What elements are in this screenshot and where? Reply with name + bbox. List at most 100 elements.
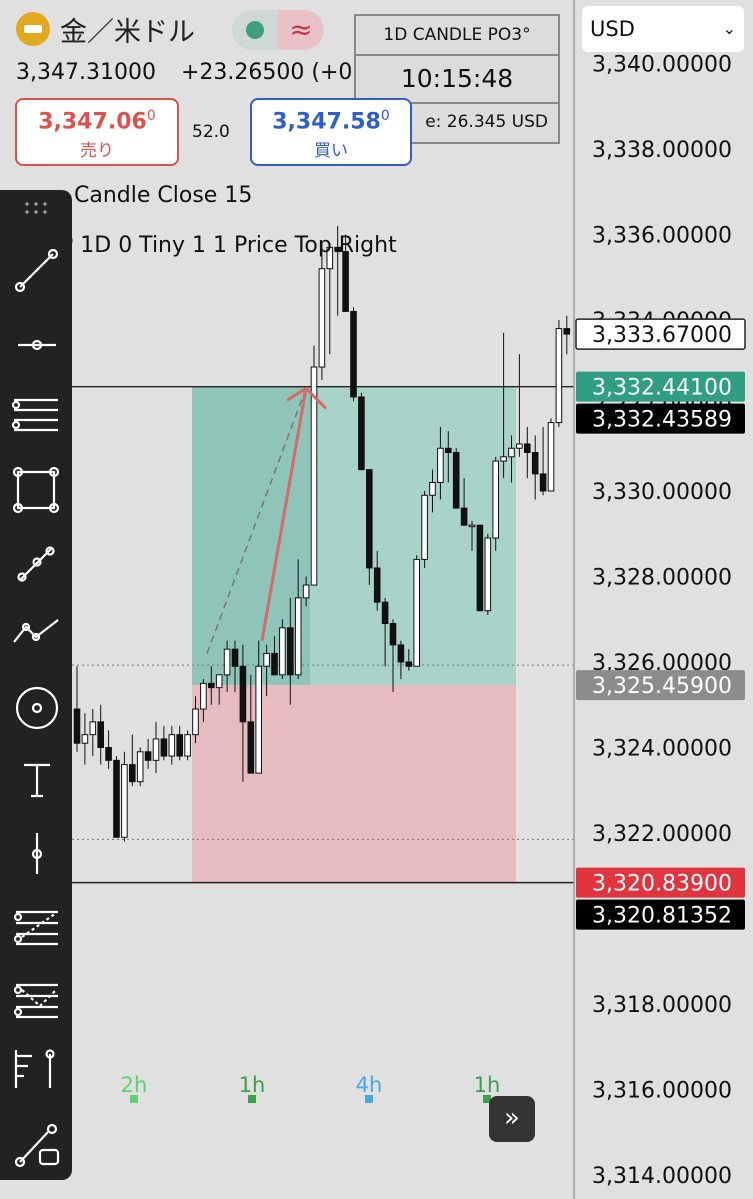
price-tick-label: 3,324.00000 xyxy=(592,737,732,762)
indicator-name[interactable]: Candle Close 15 xyxy=(74,183,253,208)
circle-tool-icon[interactable] xyxy=(15,686,59,730)
time-marker-label: 4h xyxy=(356,1073,383,1097)
candle-body xyxy=(215,674,223,689)
candle-body xyxy=(208,682,215,689)
sell-price-sup: 0 xyxy=(146,108,156,124)
sell-button[interactable]: 3,347.060 売り xyxy=(15,98,179,166)
price-label-box xyxy=(576,899,745,930)
price-tick-label: 3,330.00000 xyxy=(592,480,732,505)
price-tick-label: 3,318.00000 xyxy=(592,993,732,1018)
price-tick-label: 3,338.00000 xyxy=(592,138,732,163)
time-marker-label: 2h xyxy=(121,1073,148,1097)
vertical-line-icon[interactable] xyxy=(31,833,43,874)
candle-body xyxy=(405,661,413,667)
text-tool-icon[interactable] xyxy=(24,763,50,798)
candle-body xyxy=(358,396,365,471)
candle-body xyxy=(231,648,239,667)
candle-body xyxy=(310,366,318,586)
price-tick-label: 3,316.00000 xyxy=(592,1079,732,1104)
price-label-text: 3,325.45900 xyxy=(592,674,732,699)
candle-body xyxy=(452,452,460,509)
time-marker-square xyxy=(248,1095,256,1103)
candle-body xyxy=(184,734,191,757)
chevron-down-icon: ⌄ xyxy=(722,19,736,38)
candle-body xyxy=(144,751,152,761)
candle-body xyxy=(271,652,278,676)
candle-body xyxy=(121,764,128,838)
candle-body xyxy=(468,524,476,528)
candle-info-box: 1D CANDLE PO3° 10:15:48 e: 26.345 USD xyxy=(354,14,560,144)
candle-body xyxy=(129,764,136,783)
candle-body xyxy=(113,759,120,838)
candle-body xyxy=(366,469,373,569)
price-label-box xyxy=(576,670,745,701)
status-dot-icon xyxy=(246,21,264,39)
spread-value: 52.0 xyxy=(192,122,230,142)
candle-body xyxy=(460,507,468,526)
candle-body xyxy=(105,747,112,761)
red-arrow-head xyxy=(286,386,328,410)
red-arrow-line xyxy=(260,388,308,641)
rectangle-icon[interactable] xyxy=(12,466,60,514)
fib-retracement-icon[interactable] xyxy=(13,910,58,946)
market-toggle[interactable]: ≈ xyxy=(232,10,324,50)
candle-body xyxy=(239,665,247,723)
candle-body xyxy=(555,328,563,424)
candle-body xyxy=(421,494,428,560)
candle-body xyxy=(476,524,484,612)
candle-body xyxy=(168,734,176,757)
candle-body xyxy=(192,708,199,736)
price-label-text: 3,320.81352 xyxy=(592,904,732,929)
price-label-box xyxy=(576,867,745,898)
gold-icon xyxy=(16,12,50,46)
candle-body xyxy=(508,447,515,458)
horizontal-lines-layer xyxy=(72,385,574,884)
fib-extension-icon[interactable] xyxy=(13,983,58,1019)
time-markers-layer: 2h 1h 4h 1h xyxy=(121,1073,501,1103)
price-label-text: 3,333.67000 xyxy=(592,323,732,348)
measure-tool-icon[interactable] xyxy=(14,1123,60,1168)
polyline-icon[interactable] xyxy=(13,619,59,643)
candle-body xyxy=(326,246,334,270)
candle-body xyxy=(97,721,105,748)
candle-body xyxy=(294,597,302,676)
price-tick-label: 3,314.00000 xyxy=(592,1164,732,1189)
candle-body xyxy=(302,584,310,599)
candle-body xyxy=(397,644,405,663)
time-marker-square xyxy=(365,1095,373,1103)
symbol-name[interactable]: 金／米ドル xyxy=(60,17,195,48)
parallel-channel-icon[interactable] xyxy=(11,398,58,432)
price-axis-layer[interactable]: 3,340.000003,338.000003,336.000003,334.0… xyxy=(575,53,746,1190)
buy-price: 3,347.58 xyxy=(272,109,381,135)
time-marker-label: 1h xyxy=(474,1073,501,1097)
currency-select[interactable]: USD ⌄ xyxy=(582,6,744,52)
candle-body xyxy=(247,721,255,774)
candle-body xyxy=(342,251,349,312)
drag-handle-icon[interactable] xyxy=(25,202,47,214)
candle-body xyxy=(492,460,499,539)
indicator-params[interactable]: P 1D 0 Tiny 1 1 Price Top Right xyxy=(60,233,397,258)
candle-body xyxy=(373,567,381,603)
candle-body xyxy=(547,422,555,492)
wave-icon[interactable]: ≈ xyxy=(278,10,324,50)
path-icon[interactable] xyxy=(17,546,55,582)
price-label-box xyxy=(576,403,745,434)
pitchfork-icon[interactable] xyxy=(14,1049,55,1088)
position-tool-layer[interactable] xyxy=(192,386,516,883)
candle-body xyxy=(563,328,571,335)
time-marker-label: 1h xyxy=(239,1073,266,1097)
buy-button[interactable]: 3,347.580 買い xyxy=(250,98,412,166)
candle-body xyxy=(531,452,539,475)
horizontal-ray-icon[interactable] xyxy=(18,339,56,351)
price-tick-label: 3,322.00000 xyxy=(592,822,732,847)
candle-body xyxy=(429,481,436,496)
drawing-toolbar xyxy=(0,190,72,1180)
trend-line-icon[interactable] xyxy=(14,248,59,293)
candle-body xyxy=(413,558,420,667)
info-box-time: 10:15:48 xyxy=(356,56,558,104)
candle-body xyxy=(176,734,183,757)
position-profit-zone xyxy=(192,386,516,686)
expand-chevron-icon[interactable]: » xyxy=(489,1096,535,1142)
info-box-range: e: 26.345 USD xyxy=(425,112,548,132)
